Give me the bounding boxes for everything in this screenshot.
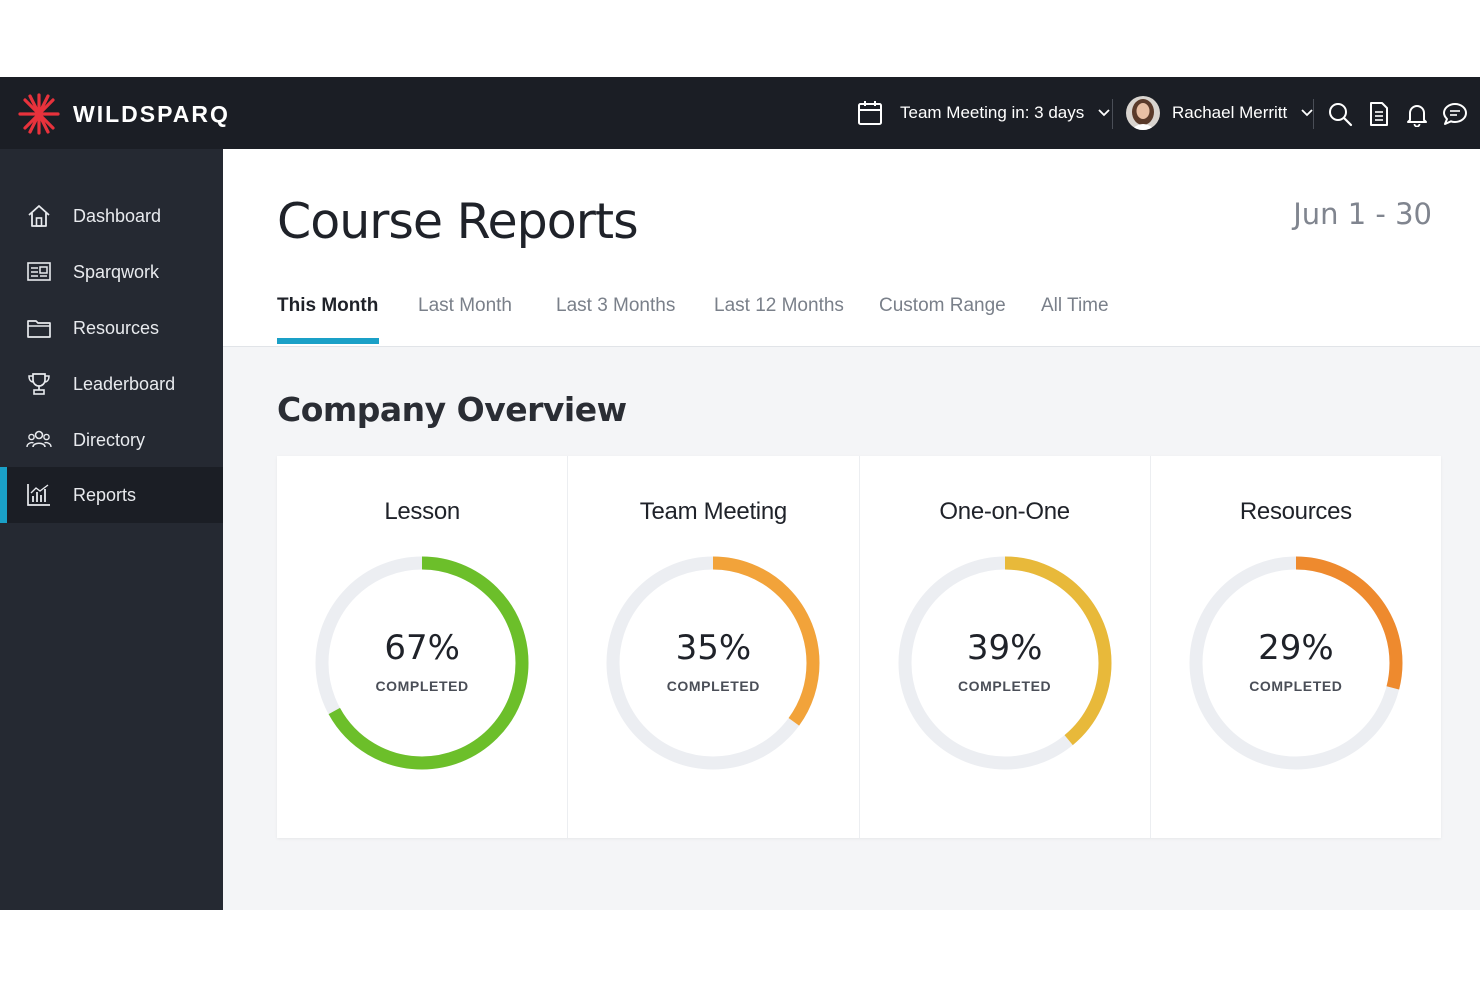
tab-last-month[interactable]: Last Month xyxy=(418,295,512,316)
tab-last-3-months[interactable]: Last 3 Months xyxy=(556,295,676,316)
percent-value: 67% xyxy=(384,628,460,668)
sidebar-item-label: Leaderboard xyxy=(73,373,176,394)
overview-card-lesson[interactable]: Lesson 67% COMPLETED xyxy=(277,456,569,838)
topbar-divider xyxy=(1313,99,1314,129)
progress-arc xyxy=(1189,556,1403,770)
people-icon xyxy=(26,430,52,448)
date-range-label: Jun 1 - 30 xyxy=(1293,197,1432,231)
search-icon[interactable] xyxy=(1327,101,1353,127)
percent-value: 29% xyxy=(1258,628,1334,668)
wildsparq-logo-icon[interactable] xyxy=(18,93,60,135)
card-title: One-on-One xyxy=(939,498,1070,525)
page-header: Course Reports Jun 1 - 30 This Month Las… xyxy=(223,149,1480,347)
user-menu[interactable]: Rachael Merritt xyxy=(1126,95,1313,131)
completed-label: COMPLETED xyxy=(666,678,761,694)
folder-icon xyxy=(27,320,51,338)
percent-value: 39% xyxy=(966,628,1043,668)
chevron-down-icon xyxy=(1301,109,1313,117)
sidebar: Dashboard Sparqwork Resources xyxy=(0,149,223,910)
overview-card-resources[interactable]: Resources 29% COMPLETED xyxy=(1151,456,1441,838)
user-name: Rachael Merritt xyxy=(1172,103,1288,122)
meeting-reminder-text: Team Meeting in: 3 days xyxy=(900,103,1085,122)
chevron-down-icon xyxy=(1098,109,1110,117)
sidebar-item-directory[interactable]: Directory xyxy=(0,412,223,468)
page-title: Course Reports xyxy=(277,193,639,250)
active-tab-indicator xyxy=(277,338,379,344)
overview-cards: Lesson 67% COMPLETED Team Meeting 35% CO… xyxy=(277,456,1441,838)
progress-arc xyxy=(606,556,820,770)
sidebar-item-dashboard[interactable]: Dashboard xyxy=(0,188,223,244)
sparqwork-icon xyxy=(27,262,51,281)
tab-all-time[interactable]: All Time xyxy=(1041,295,1109,316)
bell-icon[interactable] xyxy=(1404,101,1430,127)
document-icon[interactable] xyxy=(1366,101,1392,127)
overview-card-team-meeting[interactable]: Team Meeting 35% COMPLETED xyxy=(568,456,860,838)
card-title: Lesson xyxy=(384,498,460,525)
sidebar-item-resources[interactable]: Resources xyxy=(0,300,223,356)
trophy-icon xyxy=(28,373,50,395)
sidebar-item-label: Resources xyxy=(73,317,160,338)
overview-card-one-on-one[interactable]: One-on-One 39% COMPLETED xyxy=(860,456,1151,838)
chart-icon xyxy=(27,484,50,506)
progress-ring xyxy=(315,556,529,770)
sidebar-item-label: Reports xyxy=(73,484,137,505)
sidebar-item-reports[interactable]: Reports xyxy=(0,467,223,523)
top-bar: WILDSPARQ Team Meeting in: 3 days xyxy=(0,77,1480,149)
progress-arc xyxy=(315,556,529,770)
progress-arc xyxy=(898,556,1112,770)
completed-label: COMPLETED xyxy=(1249,678,1343,694)
sidebar-item-label: Directory xyxy=(73,429,146,450)
meeting-reminder[interactable]: Team Meeting in: 3 days xyxy=(856,97,1110,129)
progress-ring xyxy=(606,556,820,770)
brand-name: WILDSPARQ xyxy=(73,101,230,127)
calendar-icon xyxy=(858,101,882,125)
sidebar-item-label: Sparqwork xyxy=(73,261,160,282)
topbar-divider xyxy=(1112,99,1113,129)
tab-last-12-months[interactable]: Last 12 Months xyxy=(714,295,844,316)
tab-custom-range[interactable]: Custom Range xyxy=(879,295,1006,316)
sidebar-item-sparqwork[interactable]: Sparqwork xyxy=(0,244,223,300)
completed-label: COMPLETED xyxy=(957,678,1052,694)
card-title: Team Meeting xyxy=(639,498,787,525)
app-window: WILDSPARQ Team Meeting in: 3 days xyxy=(0,77,1480,910)
avatar xyxy=(1126,96,1160,130)
section-title: Company Overview xyxy=(277,390,627,429)
sidebar-item-label: Dashboard xyxy=(73,205,162,226)
tab-this-month[interactable]: This Month xyxy=(277,295,379,316)
progress-ring xyxy=(898,556,1112,770)
progress-ring xyxy=(1189,556,1403,770)
percent-value: 35% xyxy=(675,628,752,668)
sidebar-item-leaderboard[interactable]: Leaderboard xyxy=(0,356,223,412)
chat-icon[interactable] xyxy=(1442,101,1468,127)
completed-label: COMPLETED xyxy=(375,678,469,694)
home-icon xyxy=(28,205,50,227)
card-title: Resources xyxy=(1239,498,1352,525)
